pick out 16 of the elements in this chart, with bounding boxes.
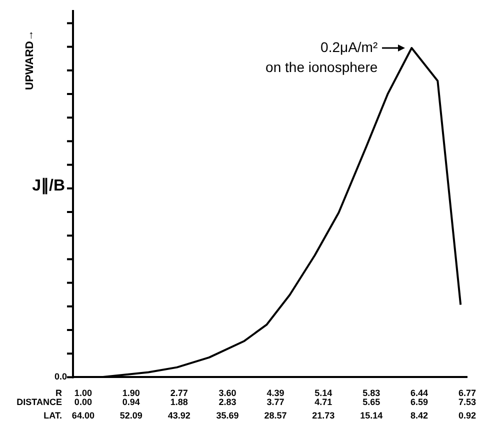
annotation: 0.2μA/m² on the ionosphere	[266, 38, 378, 75]
x-tick-label: 4.71	[314, 397, 332, 408]
x-tick-label: 7.53	[458, 397, 476, 408]
text: J∥/B	[32, 178, 65, 195]
x-tick-label: 0.94	[122, 397, 140, 408]
y-axis-title: UPWARD→	[24, 30, 36, 90]
x-tick-label: 0.00	[74, 397, 92, 408]
x-axis-title: DISTANCE	[16, 397, 62, 408]
x-tick-label: 5.65	[362, 397, 380, 408]
text: R 1.00 1.90 2.77 3.60 4.39 5.14 5.83 6.44 6.77	[56, 388, 476, 398]
text: 0.0	[54, 372, 67, 382]
x-tick-label: 2.83	[218, 397, 236, 408]
x-tick-label: 3.77	[266, 397, 284, 408]
x-tick-label: 6.59	[410, 397, 428, 408]
x-tick-label: 1.88	[170, 397, 188, 408]
text: LAT. 64.00 52.09 43.92 35.69 28.57 21.73 15.14 8.42 0.92	[44, 410, 476, 420]
